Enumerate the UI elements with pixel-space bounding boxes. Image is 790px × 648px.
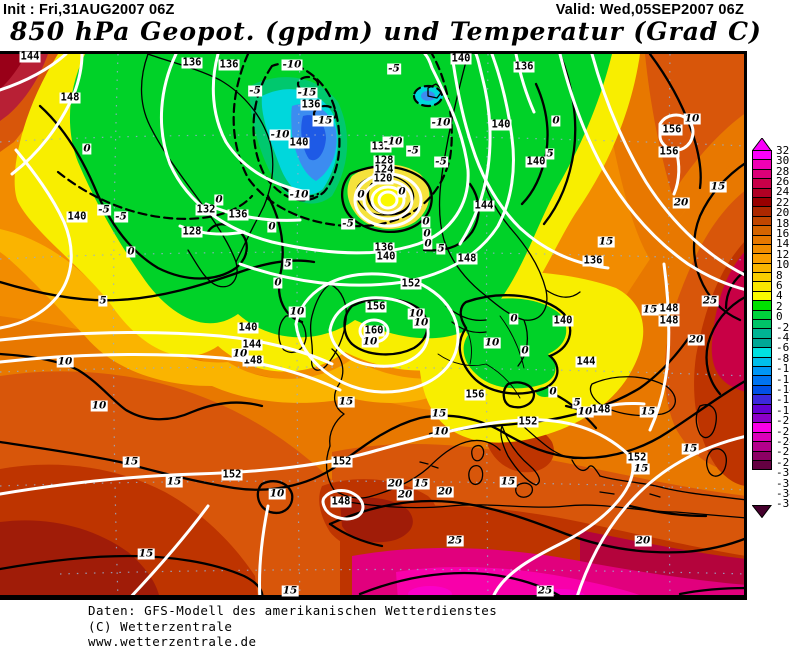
geopotential-contours <box>0 54 747 600</box>
temperature-color-scale: 32302826242220181614121086420-2-4-6-8-10… <box>751 137 790 518</box>
scale-label: -8 <box>776 351 790 365</box>
weather-map-svg <box>0 54 747 600</box>
scale-label: 22 <box>776 195 790 209</box>
init-timestamp: Init : Fri,31AUG2007 06Z <box>3 2 175 18</box>
scale-arrow-bottom <box>752 504 772 518</box>
map-border <box>0 54 747 600</box>
attribution-source: Daten: GFS-Modell des amerikanischen Wet… <box>88 603 498 618</box>
scale-label: 28 <box>776 164 790 178</box>
map-canvas <box>0 54 747 600</box>
scale-label: 10 <box>776 258 790 272</box>
scale-label: -6 <box>776 341 790 355</box>
scale-label: -18 <box>776 403 790 417</box>
scale-label: 6 <box>776 279 783 292</box>
attribution: Daten: GFS-Modell des amerikanischen Wet… <box>88 603 497 648</box>
attribution-copyright: (C) Wetterzentrale <box>88 618 233 634</box>
scale-label: -24 <box>776 435 790 448</box>
valid-timestamp: Valid: Wed,05SEP2007 06Z <box>555 2 744 18</box>
scale-label: -2 <box>776 320 790 334</box>
scale-label: -16 <box>776 393 790 407</box>
scale-label: -26 <box>776 445 790 459</box>
scale-label: 18 <box>776 216 790 230</box>
scale-label: 4 <box>776 289 783 303</box>
scale-label: -36 <box>776 497 790 511</box>
scale-label: 32 <box>776 143 790 157</box>
scale-box <box>752 459 772 471</box>
scale-label: -22 <box>776 424 790 438</box>
scale-label: 0 <box>776 310 783 324</box>
scale-boxes <box>752 150 772 471</box>
scale-label: 2 <box>776 299 783 313</box>
scale-label: -28 <box>776 455 790 469</box>
scale-label: -32 <box>776 476 790 490</box>
title-divider <box>0 51 747 54</box>
scale-label: -30 <box>776 466 790 480</box>
scale-label: -34 <box>776 487 790 500</box>
scale-label: -20 <box>776 414 790 428</box>
graticule-dots <box>0 54 747 600</box>
scale-label: -14 <box>776 383 790 396</box>
page-title: 850 hPa Geopot. (gpdm) und Temperatur (G… <box>10 17 762 46</box>
attribution-url: www.wetterzentrale.de <box>88 634 257 648</box>
scale-label: -10 <box>776 362 790 376</box>
scale-label: 26 <box>776 175 790 188</box>
scale-label: 30 <box>776 154 790 168</box>
temperature-fill-regions <box>0 54 747 600</box>
scale-label: -4 <box>776 331 790 344</box>
scale-label: 24 <box>776 185 790 199</box>
scale-label: 20 <box>776 206 790 220</box>
scale-label: -12 <box>776 372 790 386</box>
scale-label: 14 <box>776 237 790 251</box>
scale-label: 12 <box>776 247 790 261</box>
scale-label: 16 <box>776 227 790 240</box>
scale-label: 8 <box>776 268 783 282</box>
